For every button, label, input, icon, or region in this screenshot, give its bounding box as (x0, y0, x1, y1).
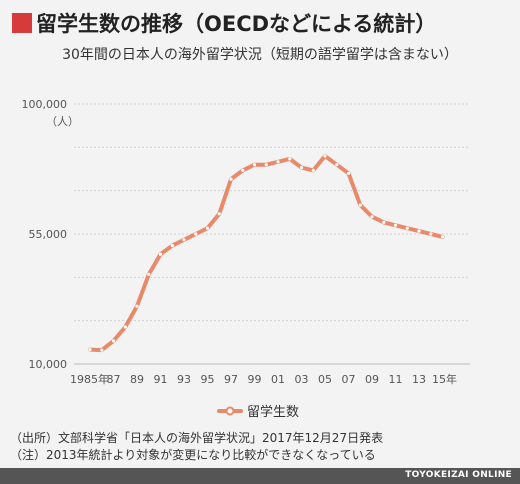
data-point (100, 348, 104, 352)
x-tick-label: 03 (295, 373, 309, 386)
x-tick-label: 15年 (432, 372, 457, 386)
data-point (393, 223, 398, 227)
y-tick-label: 55,000 (29, 228, 68, 241)
x-tick-label: 93 (177, 373, 191, 386)
x-tick-label: 97 (224, 373, 238, 386)
y-axis-ticks: 10,000 55,000 100,000 (22, 98, 68, 371)
data-point (276, 160, 280, 164)
data-point (358, 203, 362, 207)
x-tick-label: 11 (389, 373, 403, 386)
data-point (88, 348, 92, 352)
legend-marker (225, 406, 235, 416)
x-tick-label: 07 (342, 373, 356, 386)
notes: （出所）文部科学省「日本人の海外留学状況」2017年12月27日発表 （注）20… (10, 430, 383, 464)
data-point (170, 244, 174, 248)
data-point (158, 252, 163, 256)
data-point (346, 171, 351, 175)
x-tick-label: 95 (201, 373, 215, 386)
source-note: （出所）文部科学省「日本人の海外留学状況」2017年12月27日発表 (10, 431, 384, 445)
brand-label: TOYOKEIZAI ONLINE (405, 470, 512, 480)
footer-bar: TOYOKEIZAI ONLINE (0, 468, 520, 484)
title-row: 留学生数の推移（OECDなどによる統計） (12, 8, 436, 38)
data-point (111, 339, 116, 343)
chart-title: 留学生数の推移（OECDなどによる統計） (36, 12, 437, 36)
data-point (370, 215, 374, 219)
data-point (323, 154, 327, 158)
data-point (440, 235, 445, 239)
data-point (311, 168, 315, 172)
x-tick-label: 13 (412, 373, 426, 386)
data-point (288, 157, 292, 161)
data-point (241, 168, 245, 172)
data-point (229, 177, 233, 181)
x-tick-label: 87 (107, 373, 121, 386)
data-point (382, 220, 386, 224)
data-point (205, 226, 210, 230)
x-tick-label: 05 (318, 373, 332, 386)
x-tick-label: 99 (248, 373, 262, 386)
x-tick-label: 01 (271, 373, 285, 386)
data-point (147, 272, 151, 276)
series-group (88, 154, 445, 353)
data-point (335, 163, 339, 167)
x-tick-label: 91 (154, 373, 168, 386)
data-point (417, 229, 421, 233)
data-point (405, 226, 409, 230)
data-point (252, 163, 257, 167)
data-point (135, 304, 139, 308)
data-point (264, 163, 268, 167)
x-tick-label: 1985年 (70, 372, 109, 386)
data-point (182, 238, 186, 242)
y-tick-label: 10,000 (29, 358, 68, 371)
data-point (429, 232, 433, 236)
grid-lines (74, 103, 470, 365)
y-axis-unit: （人） (46, 115, 79, 128)
title-marker-square (12, 13, 32, 33)
chart-subtitle: 30年間の日本人の海外留学状況（短期の語学留学は含まない） (62, 47, 458, 63)
x-tick-label: 89 (130, 373, 144, 386)
data-point (217, 212, 221, 216)
x-tick-label: 09 (365, 373, 379, 386)
footnote: （注）2013年統計より対象が変更になり比較ができなくなっている (10, 448, 376, 462)
y-tick-label: 100,000 (22, 98, 68, 111)
data-point (299, 166, 304, 170)
legend-label: 留学生数 (247, 404, 299, 420)
legend: 留学生数 (217, 404, 299, 420)
data-point (194, 232, 198, 236)
data-point (123, 325, 127, 329)
